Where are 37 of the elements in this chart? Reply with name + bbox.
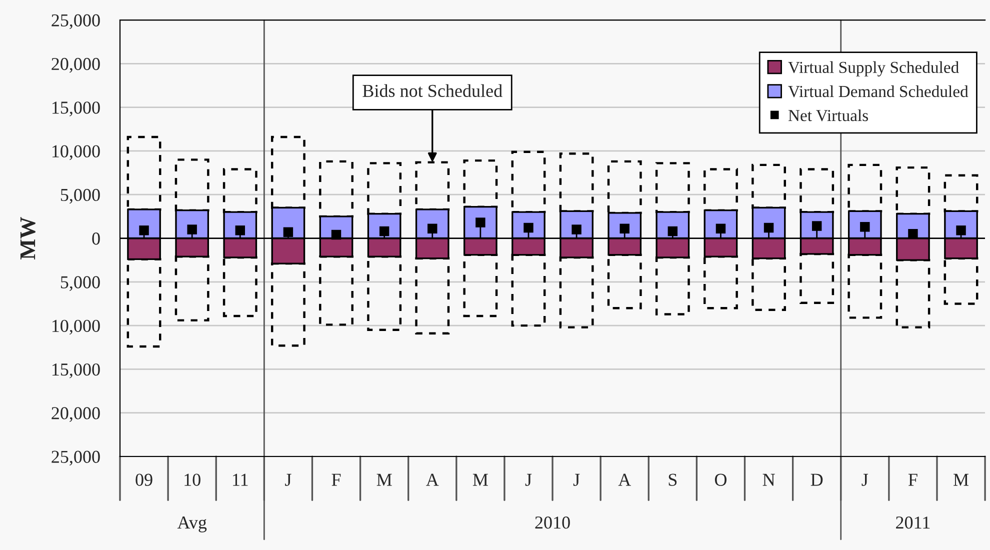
- legend-label: Net Virtuals: [788, 109, 868, 122]
- y-tick-label: 25,000: [52, 450, 100, 466]
- text: 2011: [896, 516, 930, 529]
- annotation: Bids not Scheduled: [362, 84, 502, 97]
- x-tick-label: O: [714, 474, 727, 486]
- x-tick-label: J: [525, 474, 532, 486]
- x-tick-label: D: [810, 474, 823, 486]
- y-tick-label: 10,000: [52, 320, 100, 335]
- y-tick-label: 10,000: [52, 145, 100, 160]
- x-tick-label: 10: [184, 474, 200, 486]
- y-tick-label: 20,000: [52, 407, 100, 422]
- y-tick-label: 5,000: [60, 188, 100, 204]
- x-tick-label: J: [862, 474, 868, 486]
- x-tick-label: 11: [233, 474, 248, 486]
- y-tick-label: 20,000: [52, 58, 100, 73]
- y-axis-title: MW: [20, 217, 36, 260]
- y-tick-label: 15,000: [52, 363, 100, 378]
- y-tick-label: 0: [92, 232, 100, 245]
- text: 2010: [535, 516, 570, 529]
- x-tick-label: S: [668, 474, 677, 486]
- x-tick-label: A: [426, 474, 439, 486]
- text: Avg: [177, 516, 207, 532]
- legend-label: Virtual Demand Scheduled: [788, 85, 968, 98]
- x-tick-label: M: [954, 474, 969, 486]
- x-tick-label: M: [376, 474, 392, 486]
- x-tick-label: M: [472, 474, 488, 486]
- x-tick-label: F: [908, 474, 918, 486]
- x-tick-label: N: [762, 474, 775, 486]
- y-tick-label: 15,000: [52, 102, 100, 116]
- x-tick-label: F: [332, 474, 341, 486]
- x-tick-label: 09: [136, 474, 152, 486]
- x-tick-label: J: [285, 474, 292, 486]
- y-tick-label: 5,000: [60, 276, 100, 291]
- x-tick-label: J: [573, 474, 580, 486]
- x-tick-label: A: [618, 474, 631, 486]
- legend-label: Virtual Supply Scheduled: [788, 61, 959, 76]
- y-tick-label: 25,000: [52, 14, 100, 30]
